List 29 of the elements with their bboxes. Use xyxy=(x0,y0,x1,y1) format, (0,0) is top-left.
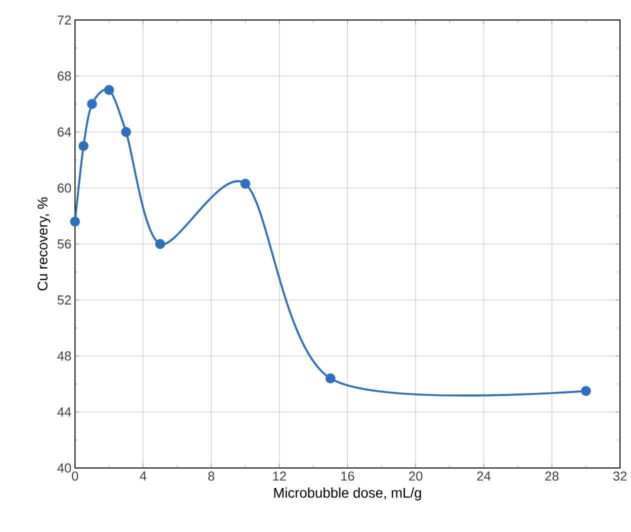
point xyxy=(70,216,80,227)
y-axis-title: Cu recovery, % xyxy=(38,197,50,290)
x-tick-label: 20 xyxy=(409,472,422,481)
x-tick-label: 12 xyxy=(273,472,286,481)
y-tick-label: 52 xyxy=(58,295,71,305)
x-axis-title: Microbubble dose, mL/g xyxy=(274,488,422,501)
point xyxy=(78,141,89,151)
x-tick-label: 24 xyxy=(477,472,491,481)
y-tick-label: 56 xyxy=(58,239,71,249)
point xyxy=(121,127,132,137)
point xyxy=(580,386,591,396)
x-tick-label: 32 xyxy=(613,472,627,481)
y-tick-label: 60 xyxy=(58,183,71,193)
point xyxy=(155,239,166,249)
y-tick-label: 40 xyxy=(57,463,71,473)
point xyxy=(104,85,114,95)
x-tick-label: 4 xyxy=(140,472,146,480)
y-tick-label: 68 xyxy=(58,71,71,81)
y-tick-label: 48 xyxy=(57,351,71,361)
y-tick-label: 72 xyxy=(58,15,71,25)
point xyxy=(87,99,98,109)
point xyxy=(325,373,336,384)
x-tick-label: 0 xyxy=(72,472,78,481)
x-tick-label: 16 xyxy=(341,472,354,481)
y-tick-label: 64 xyxy=(58,127,72,137)
y-tick-label: 44 xyxy=(57,408,72,416)
x-tick-label: 28 xyxy=(545,472,559,481)
point xyxy=(240,178,250,189)
x-tick-label: 8 xyxy=(208,472,214,481)
